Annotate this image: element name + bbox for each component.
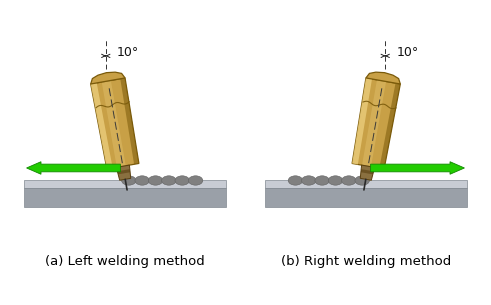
Polygon shape [379, 83, 400, 169]
Polygon shape [265, 188, 467, 207]
FancyArrow shape [371, 162, 464, 174]
Polygon shape [366, 72, 400, 84]
Ellipse shape [315, 176, 329, 185]
Ellipse shape [135, 176, 149, 185]
Text: 10°: 10° [396, 46, 419, 59]
Polygon shape [116, 165, 131, 180]
Polygon shape [362, 80, 386, 167]
FancyArrow shape [27, 162, 120, 174]
Ellipse shape [328, 176, 343, 185]
Polygon shape [360, 165, 375, 180]
Polygon shape [352, 78, 372, 164]
Ellipse shape [162, 176, 176, 185]
Text: (a) Left welding method: (a) Left welding method [45, 255, 205, 267]
Polygon shape [120, 78, 139, 164]
Ellipse shape [122, 176, 136, 185]
Ellipse shape [148, 176, 163, 185]
Polygon shape [91, 78, 139, 169]
Polygon shape [24, 181, 226, 188]
Ellipse shape [355, 176, 369, 185]
Ellipse shape [288, 176, 302, 185]
Polygon shape [352, 78, 400, 169]
Polygon shape [361, 169, 374, 174]
Ellipse shape [175, 176, 190, 185]
Ellipse shape [342, 176, 356, 185]
Polygon shape [91, 72, 125, 84]
Ellipse shape [301, 176, 316, 185]
Polygon shape [24, 188, 226, 207]
Polygon shape [91, 83, 112, 169]
Polygon shape [117, 169, 130, 174]
Text: 10°: 10° [117, 46, 139, 59]
Polygon shape [265, 181, 467, 188]
Text: (b) Right welding method: (b) Right welding method [281, 255, 451, 267]
Polygon shape [102, 81, 126, 167]
Ellipse shape [189, 176, 203, 185]
